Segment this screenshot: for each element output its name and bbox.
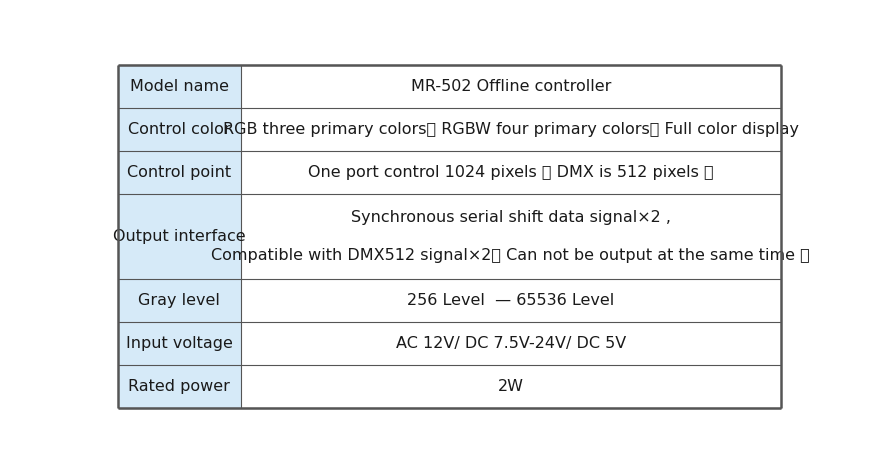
Bar [240,279,781,322]
Text: Model name: Model name [130,79,229,94]
Bar [118,65,240,108]
Text: 256 Level  — 65536 Level: 256 Level — 65536 Level [407,293,615,308]
Bar [118,151,240,194]
Text: AC 12V/ DC 7.5V-24V/ DC 5V: AC 12V/ DC 7.5V-24V/ DC 5V [396,336,626,351]
Text: Compatible with DMX512 signal×2（ Can not be output at the same time ）: Compatible with DMX512 signal×2（ Can not… [211,248,810,263]
Text: RGB three primary colors、 RGBW four primary colors、 Full color display: RGB three primary colors、 RGBW four prim… [223,122,799,137]
Bar [118,322,240,365]
Text: Gray level: Gray level [139,293,220,308]
Bar [240,151,781,194]
Text: Rated power: Rated power [128,379,230,394]
Text: Control point: Control point [127,165,232,180]
Bar [240,322,781,365]
Bar [118,194,240,279]
Bar [118,108,240,151]
Text: MR-502 Offline controller: MR-502 Offline controller [410,79,611,94]
Bar [118,365,240,408]
Bar [118,279,240,322]
Text: Control color: Control color [128,122,231,137]
Text: One port control 1024 pixels （ DMX is 512 pixels ）: One port control 1024 pixels （ DMX is 51… [308,165,714,180]
Bar [240,194,781,279]
Bar [240,65,781,108]
Text: Output interface: Output interface [113,229,246,244]
Bar [240,108,781,151]
Text: 2W: 2W [498,379,524,394]
Text: Synchronous serial shift data signal×2 ,: Synchronous serial shift data signal×2 , [351,210,671,225]
Text: Input voltage: Input voltage [125,336,232,351]
Bar [240,365,781,408]
